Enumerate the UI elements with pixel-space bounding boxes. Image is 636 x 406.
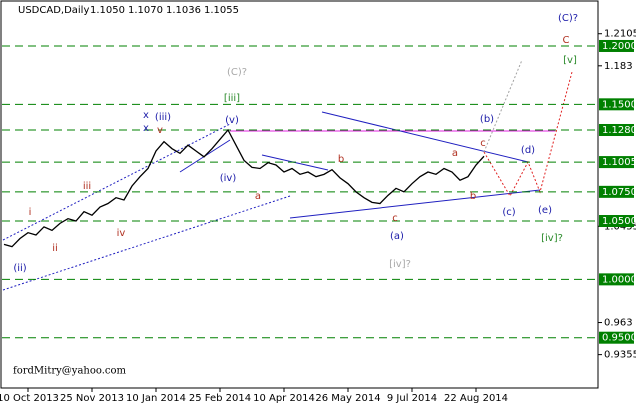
y-tick-label: 1.183 xyxy=(604,61,633,72)
wave-label: (d) xyxy=(521,145,535,156)
x-tick-label: 25 Nov 2013 xyxy=(60,393,124,404)
level-label-box xyxy=(599,215,634,228)
level-label-box xyxy=(599,273,634,286)
level-label: 1.1500 xyxy=(602,99,636,110)
level-label: 1.0750 xyxy=(602,187,636,198)
wave-label: [iii] xyxy=(224,93,240,104)
wave-label: (C)? xyxy=(227,67,247,78)
level-label-box xyxy=(599,123,634,136)
wave-label: C xyxy=(563,35,570,46)
projection xyxy=(483,59,523,153)
wave-label: iii xyxy=(83,181,91,192)
ohlc-value: 1.1070 xyxy=(128,5,163,16)
x-tick-label: 10 Jan 2014 xyxy=(126,393,186,404)
price-line xyxy=(3,128,485,248)
wave-label: (c) xyxy=(502,207,515,218)
wave-label: c xyxy=(392,213,398,224)
wave-label: (e) xyxy=(538,205,552,216)
y-tick-label: 1.2105 xyxy=(604,29,636,40)
wave-label: b xyxy=(470,191,476,202)
wave-label: c xyxy=(480,138,486,149)
wave-label: (iii) xyxy=(155,112,171,123)
level-label-box xyxy=(599,98,634,111)
wave-label: [v] xyxy=(563,55,577,66)
wave-label: [iv]? xyxy=(541,233,563,244)
x-tick-label: 10 Apr 2014 xyxy=(253,393,315,404)
x-tick-label: 22 Aug 2014 xyxy=(444,393,508,404)
triangle-line xyxy=(289,189,541,219)
wave-label: iv xyxy=(117,228,126,239)
x-tick-label: 26 May 2014 xyxy=(315,393,380,404)
ohlc-value: 1.1050 xyxy=(90,5,125,16)
level-label-box xyxy=(599,156,634,169)
wave-label: (a) xyxy=(390,231,404,242)
chart-title: USDCAD,Daily xyxy=(18,5,89,16)
wave-label: b xyxy=(338,154,344,165)
triangle-line xyxy=(321,111,529,163)
wave-label: i xyxy=(29,207,32,218)
wave-label: x xyxy=(143,123,149,134)
level-label: 1.0000 xyxy=(602,274,636,285)
watermark: fordMitry@yahoo.com xyxy=(13,366,127,377)
x-tick-label: 10 Oct 2013 xyxy=(0,393,59,404)
wave-label: (ii) xyxy=(13,263,26,274)
y-tick-label: 0.9355 xyxy=(604,350,636,361)
plot-frame xyxy=(0,0,599,389)
wave-label: a xyxy=(255,191,261,202)
wave-label: [iv]? xyxy=(389,259,411,270)
x-tick-label: 25 Feb 2014 xyxy=(189,393,251,404)
level-label: 0.9500 xyxy=(602,333,636,344)
wave-label: (iv) xyxy=(220,173,237,184)
wave-label: (b) xyxy=(480,114,494,125)
level-label-box xyxy=(599,331,634,344)
level-label: 1.0500 xyxy=(602,216,636,227)
ohlc-value: 1.1055 xyxy=(204,5,239,16)
ohlc-value: 1.1036 xyxy=(166,5,201,16)
wave-label: x xyxy=(143,110,149,121)
level-label: 1.1005 xyxy=(602,157,636,168)
level-label: 1.1280 xyxy=(602,125,636,136)
wave-label: v xyxy=(157,125,163,136)
wave-label: a xyxy=(452,148,458,159)
level-label-box xyxy=(599,39,634,52)
wave-label: (C)? xyxy=(558,13,578,24)
x-tick-label: 9 Jul 2014 xyxy=(387,393,437,404)
wave-label: (v) xyxy=(225,115,239,126)
level-label: 1.2000 xyxy=(602,41,636,52)
channel-line xyxy=(2,123,231,241)
level-label-box xyxy=(599,185,634,198)
y-tick-label: 0.963 xyxy=(604,318,633,329)
wave-label: ii xyxy=(52,243,58,254)
